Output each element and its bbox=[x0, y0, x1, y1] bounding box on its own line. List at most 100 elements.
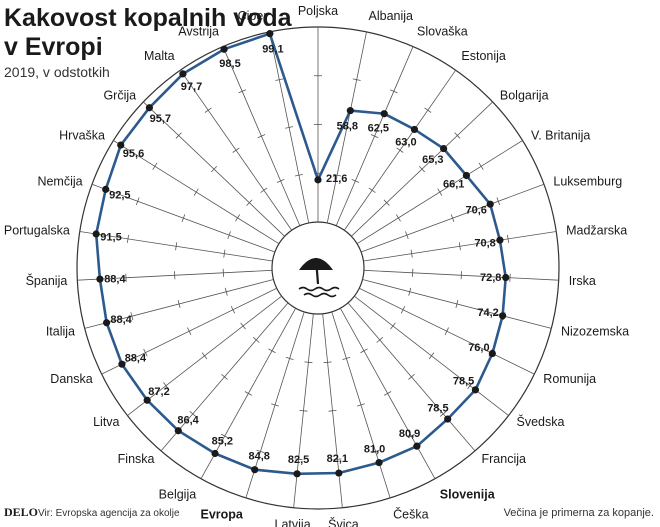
category-label: Evropa bbox=[201, 508, 244, 522]
grid-tick bbox=[467, 382, 473, 390]
category-label: Nizozemska bbox=[561, 324, 629, 338]
grid-tick bbox=[360, 348, 368, 354]
grid-tick bbox=[294, 173, 303, 177]
grid-tick bbox=[395, 214, 401, 222]
data-point bbox=[211, 449, 219, 458]
source-note: Vir: Evropska agencija za okolje bbox=[38, 508, 180, 519]
data-point bbox=[496, 236, 504, 244]
category-label: Švica bbox=[328, 517, 359, 527]
grid-tick bbox=[240, 322, 246, 330]
value-label: 65,3 bbox=[422, 154, 443, 166]
category-label: Irska bbox=[569, 274, 596, 288]
grid-tick bbox=[450, 214, 455, 223]
grid-tick bbox=[454, 132, 461, 139]
value-label: 85,2 bbox=[212, 435, 233, 447]
data-point bbox=[251, 466, 259, 474]
category-label: Slovenija bbox=[440, 488, 496, 502]
grid-tick bbox=[351, 178, 360, 183]
grid-tick bbox=[405, 231, 409, 239]
grid-tick bbox=[368, 187, 376, 193]
grid-tick bbox=[424, 107, 432, 113]
series-line bbox=[94, 32, 508, 476]
grid-tick bbox=[187, 327, 192, 335]
category-label: Češka bbox=[393, 507, 428, 522]
value-label: 72,8 bbox=[480, 272, 501, 284]
radar-grid bbox=[76, 26, 560, 510]
grid-tick bbox=[252, 336, 260, 343]
category-label: Albanija bbox=[369, 9, 414, 23]
grid-tick bbox=[181, 214, 186, 223]
grid-tick bbox=[342, 126, 351, 129]
grid-tick bbox=[221, 373, 228, 380]
category-label: Danska bbox=[50, 372, 92, 386]
value-label: 87,2 bbox=[148, 386, 169, 398]
grid-tick bbox=[135, 197, 140, 206]
grid-tick bbox=[357, 403, 365, 407]
grid-tick bbox=[193, 188, 199, 196]
category-label: Avstrija bbox=[178, 24, 219, 38]
value-label: 92,5 bbox=[109, 190, 130, 202]
value-label: 78,5 bbox=[427, 403, 448, 415]
grid-tick bbox=[444, 327, 449, 335]
value-label: 86,4 bbox=[177, 414, 199, 426]
grid-tick bbox=[304, 361, 313, 364]
category-label: Estonija bbox=[461, 49, 506, 63]
data-point bbox=[145, 104, 154, 112]
grid-tick bbox=[152, 162, 158, 170]
grid-tick bbox=[333, 173, 342, 177]
grid-tick bbox=[275, 78, 284, 81]
grid-tick bbox=[371, 449, 380, 454]
data-point bbox=[502, 273, 510, 282]
category-label: Malta bbox=[144, 49, 175, 63]
grid-tick bbox=[256, 449, 265, 454]
grid-tick bbox=[285, 126, 294, 129]
category-label: Švedska bbox=[517, 414, 565, 429]
value-label: 95,7 bbox=[150, 113, 171, 125]
data-point bbox=[102, 319, 111, 327]
grid-tick bbox=[496, 197, 501, 206]
grid-tick bbox=[389, 89, 398, 94]
data-point bbox=[143, 396, 151, 404]
value-label: 84,8 bbox=[248, 450, 269, 462]
grid-tick bbox=[396, 147, 404, 153]
grid-tick bbox=[189, 410, 197, 417]
grid-tick bbox=[210, 165, 218, 173]
value-label: 62,5 bbox=[368, 123, 389, 135]
grid-tick bbox=[201, 352, 208, 360]
data-point bbox=[462, 171, 471, 180]
grid-tick bbox=[163, 382, 169, 390]
grid-tick bbox=[143, 348, 148, 357]
value-label: 74,2 bbox=[477, 307, 498, 319]
grid-tick bbox=[285, 356, 294, 360]
grid-tick bbox=[390, 322, 396, 330]
value-label: 82,5 bbox=[288, 454, 309, 466]
category-label: Italija bbox=[46, 324, 75, 338]
grid-tick bbox=[299, 409, 308, 412]
category-label: Nemčija bbox=[37, 174, 82, 188]
data-point bbox=[92, 230, 100, 238]
value-label: 88,4 bbox=[104, 273, 126, 285]
chart-subtitle: 2019, v odstotkih bbox=[4, 64, 110, 80]
grid-tick bbox=[383, 391, 392, 396]
grid-tick bbox=[223, 249, 226, 258]
grid-tick bbox=[260, 187, 268, 193]
grid-tick bbox=[244, 391, 253, 396]
grid-tick bbox=[238, 89, 247, 94]
data-point bbox=[486, 200, 494, 208]
value-label: 80,9 bbox=[399, 428, 420, 440]
data-point bbox=[96, 275, 104, 283]
grid-tick bbox=[437, 188, 443, 196]
value-labels: 21,6 58,8 62,5 63,0 65,366,1 70,6 70,8 72,8 74,2… bbox=[100, 43, 501, 466]
data-point bbox=[380, 110, 388, 118]
grid-tick bbox=[175, 132, 182, 139]
category-label: Slovaška bbox=[417, 24, 468, 38]
grid-tick bbox=[227, 231, 231, 239]
grid-tick bbox=[126, 234, 129, 243]
grid-tick bbox=[333, 458, 342, 461]
radar-series bbox=[92, 30, 510, 478]
grid-tick bbox=[328, 409, 337, 412]
value-label: 97,7 bbox=[181, 81, 202, 93]
brand-logo: DELO bbox=[4, 505, 39, 519]
grid-tick bbox=[507, 234, 510, 243]
